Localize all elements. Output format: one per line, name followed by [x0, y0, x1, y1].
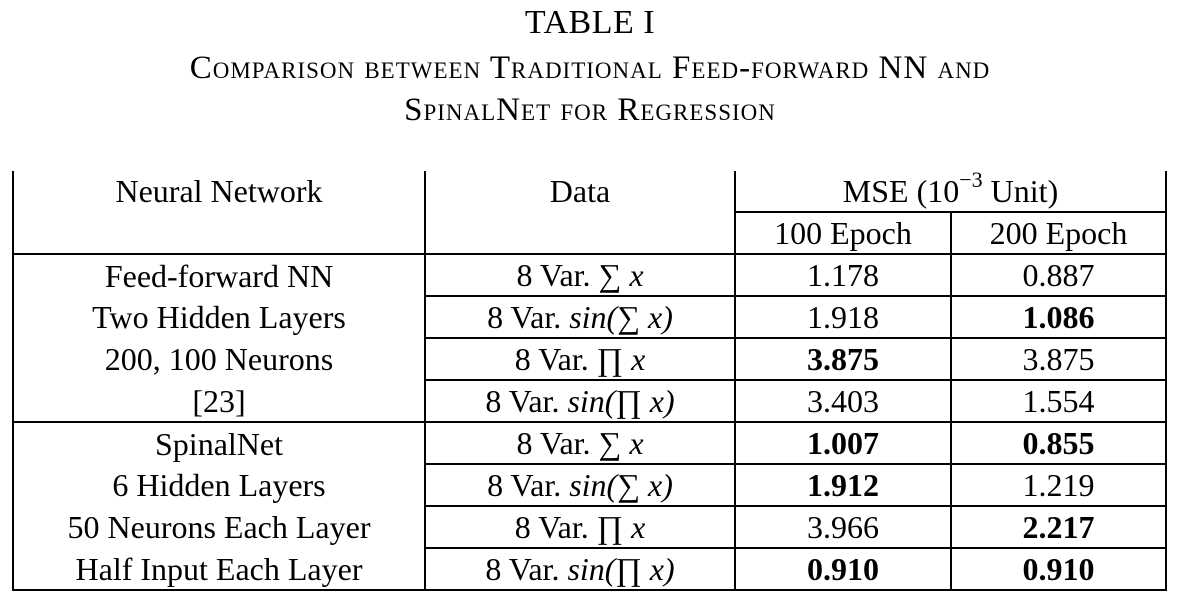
network-description-line: Two Hidden Layers [12, 296, 426, 338]
network-description-line: 50 Neurons Each Layer [12, 506, 426, 548]
network-description-line: 6 Hidden Layers [12, 464, 426, 506]
data-expression: sin(∑ x) [569, 467, 673, 503]
table-label: TABLE I [524, 4, 656, 41]
header-mse-prefix: MSE (10 [842, 173, 960, 209]
mse-100-epoch-value: 1.912 [735, 463, 952, 506]
table-row: Half Input Each Layer 8 Var. sin(∏ x) 0.91… [12, 547, 1168, 591]
data-variables: 8 Var. [514, 341, 597, 377]
table-row: 50 Neurons Each Layer 8 Var. ∏ x 3.966 2.21… [12, 505, 1168, 548]
mse-200-epoch-value: 0.910 [951, 547, 1168, 591]
data-variables: 8 Var. [514, 509, 597, 545]
mse-200-epoch-value: 1.554 [951, 379, 1168, 422]
header-200-epoch: 200 Epoch [951, 211, 1168, 254]
data-variables: 8 Var. [516, 257, 599, 293]
network-description-line: SpinalNet [12, 421, 426, 464]
mse-200-epoch-value: 1.086 [951, 295, 1168, 338]
table-row: Two Hidden Layers 8 Var. sin(∑ x) 1.918 1.0… [12, 295, 1168, 338]
header-mse: MSE (10−3 Unit) [735, 169, 1168, 212]
header-neural-network: Neural Network [12, 171, 426, 254]
data-expression: sin(∏ x) [567, 551, 675, 587]
mse-200-epoch-value: 1.219 [951, 463, 1168, 506]
header-data: Data [425, 171, 736, 254]
data-cell: 8 Var. sin(∏ x) [425, 547, 736, 591]
data-cell: 8 Var. sin(∏ x) [425, 379, 736, 422]
data-expression: ∑ x [598, 257, 644, 293]
data-cell: 8 Var. sin(∑ x) [425, 295, 736, 338]
data-expression: sin(∏ x) [567, 383, 675, 419]
table-row: SpinalNet 8 Var. ∑ x 1.007 0.855 [12, 421, 1168, 464]
mse-100-epoch-value: 3.966 [735, 505, 952, 548]
mse-100-epoch-value: 1.918 [735, 295, 952, 338]
data-expression: sin(∑ x) [569, 299, 673, 335]
data-variables: 8 Var. [487, 299, 570, 335]
network-description-line: Half Input Each Layer [12, 548, 426, 591]
table-title-line-2: SpinalNet for Regression [404, 92, 776, 128]
table-title-line-1: Comparison between Traditional Feed-forw… [189, 50, 991, 86]
mse-100-epoch-value: 1.007 [735, 421, 952, 464]
table-row: [23] 8 Var. sin(∏ x) 3.403 1.554 [12, 379, 1168, 422]
data-cell: 8 Var. ∑ x [425, 253, 736, 296]
mse-100-epoch-value: 1.178 [735, 253, 952, 296]
table-row: 200, 100 Neurons 8 Var. ∏ x 3.875 3.875 [12, 337, 1168, 380]
mse-200-epoch-value: 2.217 [951, 505, 1168, 548]
data-cell: 8 Var. ∏ x [425, 505, 736, 548]
table-row: Feed-forward NN 8 Var. ∑ x 1.178 0.887 [12, 253, 1168, 296]
mse-200-epoch-value: 0.855 [951, 421, 1168, 464]
header-100-epoch: 100 Epoch [735, 211, 952, 254]
mse-100-epoch-value: 3.403 [735, 379, 952, 422]
network-description-line: [23] [12, 380, 426, 422]
mse-100-epoch-value: 0.910 [735, 547, 952, 591]
data-variables: 8 Var. [485, 551, 568, 587]
data-variables: 8 Var. [516, 425, 599, 461]
header-mse-suffix: Unit) [982, 173, 1059, 209]
mse-200-epoch-value: 0.887 [951, 253, 1168, 296]
data-expression: ∏ x [596, 341, 646, 377]
data-expression: ∑ x [598, 425, 644, 461]
comparison-table: Neural Network Data MSE (10−3 Unit) 100 … [12, 169, 1168, 591]
table-row: 6 Hidden Layers 8 Var. sin(∑ x) 1.912 1.219 [12, 463, 1168, 506]
data-variables: 8 Var. [487, 467, 570, 503]
data-cell: 8 Var. ∑ x [425, 421, 736, 464]
mse-100-epoch-value: 3.875 [735, 337, 952, 380]
data-cell: 8 Var. ∏ x [425, 337, 736, 380]
network-description-line: Feed-forward NN [12, 253, 426, 296]
data-variables: 8 Var. [485, 383, 568, 419]
mse-200-epoch-value: 3.875 [951, 337, 1168, 380]
data-cell: 8 Var. sin(∑ x) [425, 463, 736, 506]
header-mse-exponent: −3 [959, 167, 983, 193]
network-description-line: 200, 100 Neurons [12, 338, 426, 380]
data-expression: ∏ x [596, 509, 646, 545]
